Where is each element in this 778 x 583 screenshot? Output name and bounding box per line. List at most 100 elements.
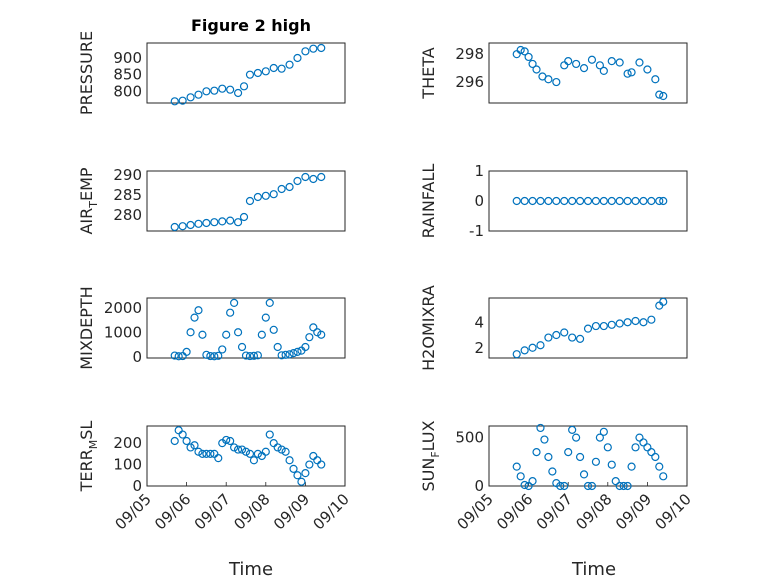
data-point (214, 454, 223, 463)
data-point (222, 435, 231, 445)
data-point (619, 481, 628, 491)
data-point (317, 43, 326, 53)
data-point (552, 330, 561, 340)
y-tick-label: 800 (113, 82, 142, 100)
data-point (297, 477, 306, 486)
data-point (214, 351, 223, 360)
data-point (651, 75, 660, 84)
data-point (655, 462, 664, 471)
data-point (210, 86, 219, 95)
data-point (233, 218, 243, 227)
data-point (524, 481, 533, 491)
data-point (520, 480, 529, 490)
data-point (544, 452, 553, 462)
data-point (277, 184, 286, 194)
data-point (659, 196, 668, 206)
subplot-mixdepth: 0 1000 2000 MIXDEPTH (77, 286, 346, 370)
data-point (194, 306, 203, 315)
data-point (194, 219, 203, 228)
data-point (245, 449, 255, 458)
data-point (239, 82, 249, 91)
y-axis-label: RAINFALL (419, 164, 438, 239)
data-point (273, 443, 282, 452)
data-point (520, 346, 529, 355)
data-point (317, 460, 326, 469)
data-point (230, 298, 239, 307)
xlabel-left: Time (228, 559, 273, 580)
data-point (623, 196, 632, 206)
data-point (293, 347, 302, 356)
data-point (265, 430, 274, 439)
data-point (532, 448, 541, 457)
data-point (591, 321, 601, 331)
data-point (309, 174, 318, 184)
data-point (309, 44, 318, 53)
data-point (532, 65, 541, 74)
data-point (560, 196, 569, 206)
data-point (564, 448, 573, 457)
data-point (249, 351, 259, 360)
axes-frame (146, 42, 346, 104)
data-point (309, 323, 318, 332)
y-tick-label: 0 (132, 348, 142, 366)
data-point (285, 182, 294, 192)
data-point (174, 352, 183, 361)
data-point (233, 445, 243, 454)
data-point (591, 196, 601, 206)
data-point (568, 196, 577, 206)
data-point (233, 88, 243, 98)
data-point (241, 351, 251, 360)
data-point (226, 85, 235, 94)
data-point (548, 467, 557, 476)
data-point (655, 196, 664, 206)
data-point (285, 350, 294, 359)
y-tick-label: 285 (113, 186, 142, 204)
data-point (572, 433, 581, 442)
data-point (269, 63, 278, 73)
data-point (170, 222, 179, 232)
data-point (520, 47, 529, 56)
data-point (317, 330, 326, 339)
data-point (281, 447, 290, 456)
data-point (226, 436, 235, 446)
data-point (277, 445, 286, 454)
axes-frame (146, 297, 346, 359)
data-point (194, 447, 203, 456)
data-point (512, 196, 521, 206)
y-tick-label: 1000 (104, 323, 142, 341)
data-point (226, 308, 235, 317)
data-point (512, 462, 521, 471)
data-point (635, 433, 644, 442)
data-point (305, 460, 314, 469)
y-axis-label: SUNFLUX (419, 420, 442, 491)
y-tick-label: 850 (113, 66, 142, 84)
data-point (631, 316, 640, 326)
data-point (289, 349, 298, 358)
data-point (595, 433, 604, 442)
data-point (572, 59, 581, 69)
data-point (607, 320, 616, 329)
y-tick-label: 2 (474, 339, 484, 357)
data-point (583, 324, 593, 333)
data-point (293, 176, 302, 186)
xlabel-right: Time (571, 559, 616, 580)
data-point (301, 172, 310, 182)
data-point (281, 350, 290, 359)
data-point (285, 60, 294, 69)
data-point (301, 47, 310, 56)
y-axis-label: AIRTEMP (77, 167, 100, 234)
y-tick-label: 900 (113, 49, 142, 67)
data-point (230, 443, 239, 452)
data-point (194, 90, 203, 99)
data-point (186, 328, 195, 337)
data-point (293, 53, 302, 63)
y-tick-label: 500 (455, 429, 484, 447)
data-point (269, 325, 278, 334)
y-tick-label: 1 (474, 162, 484, 180)
data-point (556, 481, 565, 491)
data-point (627, 68, 636, 77)
data-point (178, 222, 187, 231)
data-point (317, 172, 326, 182)
data-point (512, 350, 521, 359)
data-point (516, 472, 525, 481)
